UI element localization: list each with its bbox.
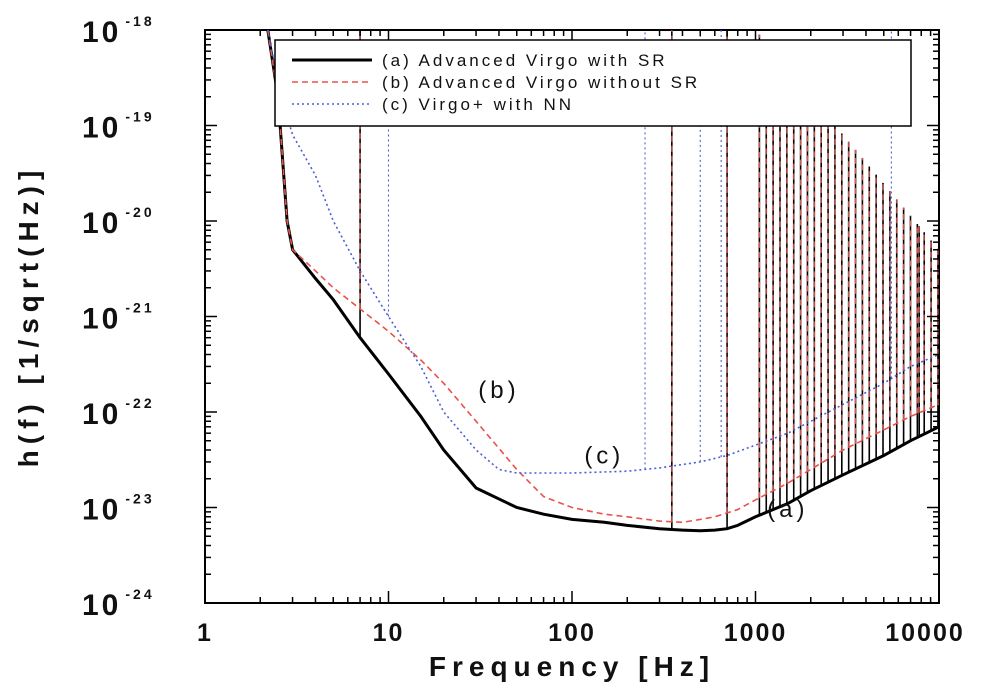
curve-annotation: (b) bbox=[478, 377, 519, 404]
y-tick-label: 10 -22 bbox=[82, 395, 155, 431]
curve-annotations: (a) (b) (c) bbox=[478, 377, 808, 523]
legend-label: (b) Advanced Virgo without SR bbox=[382, 73, 700, 92]
curve-annotation: (a) bbox=[767, 496, 808, 523]
legend: (a) Advanced Virgo with SR (b) Advanced V… bbox=[274, 39, 912, 127]
y-tick-label: 10 -20 bbox=[82, 204, 155, 240]
y-tick-label: 10 -19 bbox=[82, 109, 155, 145]
series-line bbox=[267, 29, 940, 524]
x-tick-label: 10 bbox=[373, 619, 405, 647]
x-tick-label: 1 bbox=[197, 619, 213, 647]
y-axis-label: h(f) [1/sqrt(Hz)] bbox=[13, 165, 44, 468]
y-tick-labels: 10-18 10-19 10-20 10-21 10-22 10-23 10-24 bbox=[82, 13, 155, 622]
series-line bbox=[266, 29, 940, 533]
y-tick-label: 10 -21 bbox=[82, 300, 155, 336]
x-tick-label: 10000 bbox=[885, 619, 965, 647]
x-axis-label: Frequency [Hz] bbox=[429, 651, 715, 682]
x-tick-label: 100 bbox=[548, 619, 596, 647]
legend-box bbox=[274, 39, 912, 127]
legend-label: (a) Advanced Virgo with SR bbox=[382, 51, 668, 70]
y-tick-label: 10 -24 bbox=[82, 586, 155, 622]
legend-label: (c) Virgo+ with NN bbox=[382, 95, 574, 114]
x-tick-labels: 1 10 100 1000 10000 bbox=[197, 619, 965, 647]
x-tick-label: 1000 bbox=[724, 619, 788, 647]
series-layer bbox=[266, 29, 940, 533]
axis-ticks bbox=[204, 30, 939, 604]
y-tick-label: 10 -23 bbox=[82, 491, 155, 527]
series-line bbox=[267, 29, 940, 474]
y-tick-label: 10 -18 bbox=[82, 13, 155, 49]
curve-annotation: (c) bbox=[584, 442, 624, 469]
